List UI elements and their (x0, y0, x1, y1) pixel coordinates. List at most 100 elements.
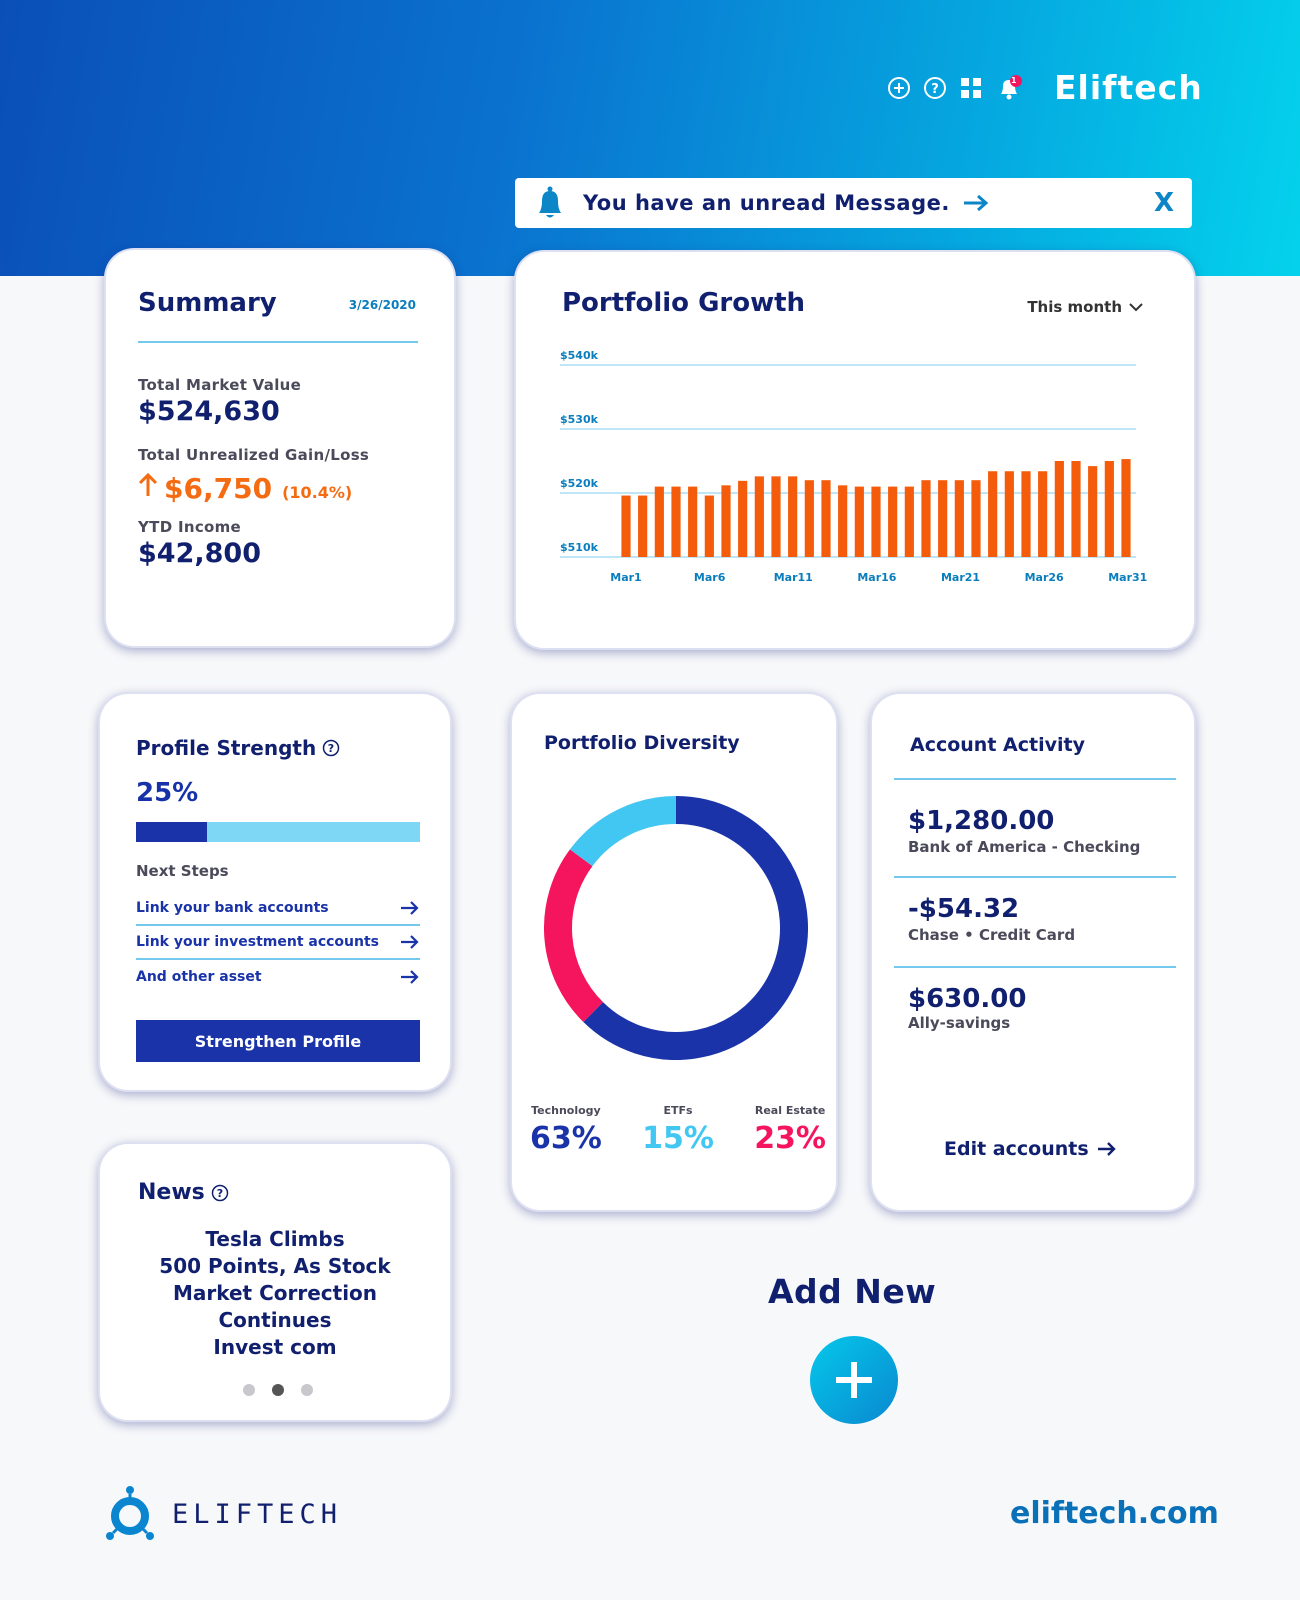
summary-title: Summary (138, 288, 277, 318)
help-circle-icon[interactable]: ? (922, 75, 948, 101)
headline-line: Continues (218, 1308, 332, 1332)
y-tick-label: $510k (560, 541, 599, 554)
close-notice-button[interactable]: X (1153, 188, 1174, 218)
help-circle-icon[interactable]: ? (322, 739, 340, 757)
ytd-income-label: YTD Income (138, 518, 242, 536)
bell-icon[interactable]: 1 (994, 75, 1024, 101)
range-label: This month (1027, 298, 1122, 316)
growth-bar (771, 476, 781, 557)
arrow-right-icon (401, 901, 419, 915)
growth-bar (738, 480, 748, 557)
growth-bar (821, 480, 831, 557)
portfolio-diversity-card: Portfolio Diversity Technology 63% ETFs … (510, 692, 838, 1212)
account-activity-card: Account Activity $1,280.00 Bank of Ameri… (870, 692, 1196, 1212)
legend-name: ETFs (663, 1104, 693, 1117)
step-label: And other asset (136, 969, 262, 985)
carousel-dots (243, 1384, 313, 1396)
chevron-down-icon (1129, 303, 1143, 312)
growth-bar (804, 480, 814, 557)
profile-percent: 25% (136, 778, 199, 808)
help-circle-icon[interactable]: ? (211, 1184, 229, 1202)
diversity-donut-chart (544, 796, 808, 1060)
y-tick-label: $520k (560, 477, 599, 490)
brand-name: Eliftech (1054, 68, 1203, 107)
growth-bar (838, 485, 848, 557)
gain-row: $6,750 (10.4%) (138, 472, 352, 505)
growth-bar (921, 480, 931, 557)
news-headline[interactable]: Tesla Climbs 500 Points, As Stock Market… (120, 1226, 430, 1361)
profile-progress-fill (136, 822, 207, 842)
divider (894, 966, 1176, 968)
portfolio-growth-card: Portfolio Growth This month $540k $530k $5… (514, 250, 1196, 650)
legend-real-estate: Real Estate 23% (754, 1104, 826, 1156)
range-dropdown[interactable]: This month (1027, 298, 1144, 316)
growth-bar (871, 486, 881, 557)
svg-text:?: ? (931, 82, 939, 97)
x-tick-label: Mar1 (610, 571, 641, 584)
growth-bar (1104, 461, 1114, 557)
market-value: $524,630 (138, 396, 280, 427)
activity-amount: $1,280.00 (908, 806, 1055, 836)
arrow-right-icon (401, 970, 419, 984)
activity-account: Bank of America - Checking (908, 838, 1141, 856)
divider (894, 778, 1176, 780)
add-circle-icon[interactable] (886, 75, 912, 101)
headline-line: Tesla Climbs (205, 1227, 345, 1251)
activity-title: Account Activity (910, 734, 1085, 756)
growth-title: Portfolio Growth (562, 288, 806, 318)
growth-bar (754, 476, 764, 557)
legend-technology: Technology 63% (530, 1104, 602, 1156)
add-new-label: Add New (768, 1272, 937, 1311)
grid-icon[interactable] (958, 75, 984, 101)
arrow-right-icon[interactable] (962, 193, 990, 213)
growth-bar (688, 486, 698, 557)
profile-title-row: Profile Strength ? (136, 736, 340, 760)
carousel-dot-active[interactable] (272, 1384, 284, 1396)
growth-bar (638, 495, 648, 557)
header-icons: ? 1 (886, 75, 1024, 101)
website-link[interactable]: eliftech.com (1010, 1496, 1219, 1531)
x-tick-label: Mar16 (857, 571, 896, 584)
growth-bar (1121, 459, 1131, 557)
growth-bar (1004, 471, 1014, 557)
step-link-bank[interactable]: Link your bank accounts (136, 892, 420, 926)
market-value-label: Total Market Value (138, 376, 302, 394)
gain-label: Total Unrealized Gain/Loss (138, 446, 370, 464)
gain-percent: (10.4%) (282, 483, 353, 502)
legend-name: Real Estate (754, 1104, 826, 1117)
profile-title: Profile Strength (136, 736, 317, 760)
divider (894, 876, 1176, 878)
add-new-button[interactable] (810, 1336, 898, 1424)
growth-bar (1071, 461, 1081, 557)
header-banner (0, 0, 1300, 276)
carousel-dot[interactable] (301, 1384, 313, 1396)
notification-badge: 1 (1011, 76, 1017, 85)
legend-percent: 23% (754, 1121, 826, 1156)
step-link-investment[interactable]: Link your investment accounts (136, 926, 420, 960)
growth-bar (1021, 471, 1031, 557)
carousel-dot[interactable] (243, 1384, 255, 1396)
divider (138, 341, 418, 343)
growth-bar (904, 486, 914, 557)
edit-accounts-link[interactable]: Edit accounts (944, 1138, 1117, 1160)
arrow-up-icon (138, 472, 158, 496)
news-card: News ? Tesla Climbs 500 Points, As Stock… (98, 1142, 452, 1422)
growth-bar (788, 476, 798, 557)
step-other-asset[interactable]: And other asset (136, 960, 420, 994)
growth-bar (671, 486, 681, 557)
next-steps-label: Next Steps (136, 862, 229, 880)
bell-icon (539, 186, 561, 218)
logo-wordmark: ELIFTECH (172, 1498, 343, 1530)
y-tick-label: $540k (560, 349, 599, 362)
growth-bar (1054, 461, 1064, 557)
strengthen-profile-button[interactable]: Strengthen Profile (136, 1020, 420, 1062)
growth-bar (1088, 466, 1098, 557)
unread-message-banner[interactable]: You have an unread Message. X (515, 178, 1192, 228)
activity-amount: -$54.32 (908, 894, 1020, 924)
growth-bar (971, 480, 981, 557)
donut-slice-etfs (569, 796, 677, 867)
svg-text:?: ? (217, 1187, 223, 1200)
activity-amount: $630.00 (908, 984, 1027, 1014)
gain-value: $6,750 (164, 472, 273, 505)
growth-bar (938, 480, 948, 557)
